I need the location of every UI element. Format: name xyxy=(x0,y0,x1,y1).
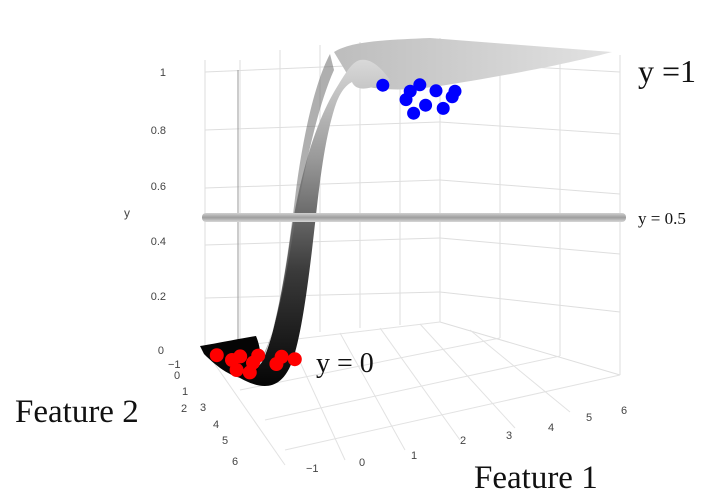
class-1-point xyxy=(448,84,462,98)
f1-tick-label: 0 xyxy=(359,457,365,469)
right-wall-grid xyxy=(439,38,621,376)
class-0-point xyxy=(233,349,248,364)
f1-tick-label: 6 xyxy=(621,405,627,417)
feature2-axis-label: Feature 2 xyxy=(15,394,139,430)
upper-plateau xyxy=(334,38,612,90)
class-1-point xyxy=(407,106,421,120)
f1-tick-label: 4 xyxy=(548,422,554,434)
class-1-point xyxy=(399,93,413,107)
class-1-point xyxy=(436,101,450,115)
f1-tick-label: 2 xyxy=(460,435,466,447)
f2-tick-label: 1 xyxy=(182,386,188,398)
f1-tick-label: 1 xyxy=(411,450,417,462)
class-0-point xyxy=(287,352,302,367)
f2-tick-label: 0 xyxy=(174,370,180,382)
threshold-annotation: y = 0.5 xyxy=(638,209,686,228)
y-tick-labels: 1 0.8 0.6 0.4 0.2 0 xyxy=(151,67,166,357)
f2-tick-label: 6 xyxy=(232,456,238,468)
class-0-point xyxy=(209,348,224,363)
y-tick-label: 0 xyxy=(158,345,164,357)
class-0-point xyxy=(229,363,244,377)
y-axis-label: y xyxy=(124,206,130,220)
f2-tick-label: 3 xyxy=(200,402,206,414)
class-1-point xyxy=(376,78,390,92)
f1-tick-label: 5 xyxy=(586,412,592,424)
y0-annotation: y = 0 xyxy=(316,348,374,379)
sigmoid-sheet xyxy=(204,59,390,386)
data-points xyxy=(209,78,462,380)
feature1-tick-labels: −1 0 1 2 3 4 5 6 xyxy=(306,405,627,475)
y-tick-label: 1 xyxy=(160,67,166,79)
f2-tick-label: −1 xyxy=(168,359,181,371)
f1-tick-label: 3 xyxy=(506,430,512,442)
y-tick-label: 0.2 xyxy=(151,291,166,303)
feature2-tick-labels: −1 0 1 2 3 4 5 6 xyxy=(168,359,238,468)
class-1-point xyxy=(429,84,443,98)
class-1-point xyxy=(413,78,427,92)
f2-tick-label: 2 xyxy=(181,403,187,415)
threshold-plane xyxy=(202,213,626,222)
y-tick-label: 0.8 xyxy=(151,125,166,137)
floor-grid xyxy=(204,321,621,466)
f1-tick-label: −1 xyxy=(306,463,319,475)
class-0-point xyxy=(242,365,257,380)
y-tick-label: 0.4 xyxy=(151,236,166,248)
f2-tick-label: 5 xyxy=(222,435,228,447)
class-1-point xyxy=(419,98,433,112)
f2-tick-label: 4 xyxy=(213,419,219,431)
y1-annotation: y =1 xyxy=(638,53,696,89)
class-0-point xyxy=(251,348,266,363)
y-tick-label: 0.6 xyxy=(151,181,166,193)
feature1-axis-label: Feature 1 xyxy=(474,460,598,496)
class-0-point xyxy=(274,349,289,364)
sigmoid-front-face xyxy=(250,54,334,371)
